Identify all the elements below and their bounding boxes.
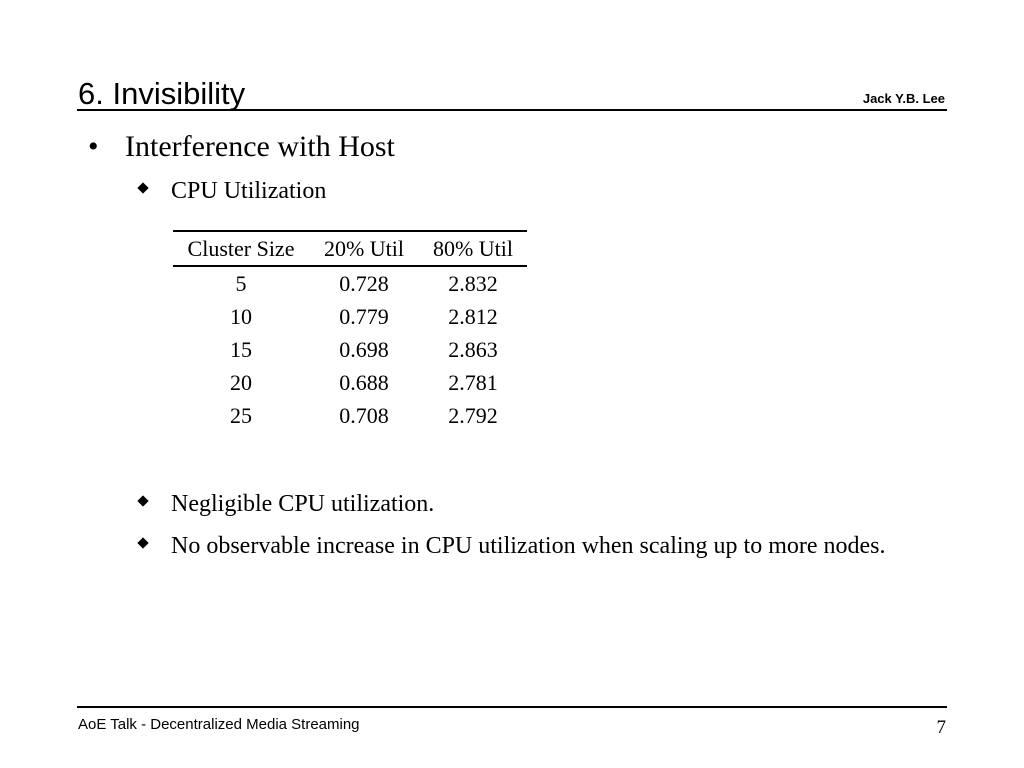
cell-80-util: 2.812	[448, 304, 498, 329]
cell-cluster-size: 20	[230, 370, 252, 395]
cell-80-util: 2.792	[448, 403, 498, 428]
diamond-bullet-icon	[137, 495, 149, 507]
slide-title: 6. Invisibility	[78, 76, 246, 111]
table-header-row: Cluster Size 20% Util 80% Util	[173, 231, 527, 266]
cell-80-util: 2.781	[448, 370, 498, 395]
table-row: 20 0.688 2.781	[173, 366, 527, 399]
column-header-80-util: 80% Util	[432, 236, 514, 261]
title-divider	[77, 109, 947, 111]
table-row: 10 0.779 2.812	[173, 300, 527, 333]
author-name: Jack Y.B. Lee	[862, 91, 945, 106]
footer-divider	[77, 706, 947, 708]
cell-20-util: 0.728	[339, 271, 389, 296]
cell-80-util: 2.863	[448, 337, 498, 362]
cell-80-util: 2.832	[448, 271, 498, 296]
table-row: 5 0.728 2.832	[173, 266, 527, 300]
cell-20-util: 0.779	[339, 304, 389, 329]
cell-cluster-size: 15	[230, 337, 252, 362]
cpu-utilization-table-container: Cluster Size 20% Util 80% Util 5 0.728 2…	[173, 230, 527, 432]
cell-20-util: 0.708	[339, 403, 389, 428]
page-number: 7	[936, 717, 947, 738]
sub-bullet-text: Negligible CPU utilization.	[171, 491, 435, 517]
cell-cluster-size: 10	[230, 304, 252, 329]
cpu-utilization-table: Cluster Size 20% Util 80% Util 5 0.728 2…	[173, 230, 527, 432]
sub-bullet-text: No observable increase in CPU utilizatio…	[171, 533, 886, 559]
cell-20-util: 0.698	[339, 337, 389, 362]
bullet-interference: • Interference with Host	[88, 128, 395, 166]
cell-cluster-size: 25	[230, 403, 252, 428]
footer-title: AoE Talk - Decentralized Media Streaming	[78, 716, 360, 733]
diamond-bullet-icon	[137, 182, 149, 194]
cell-20-util: 0.688	[339, 370, 389, 395]
column-header-20-util: 20% Util	[323, 236, 405, 261]
bullet-text: Interference with Host	[125, 130, 395, 163]
table-row: 15 0.698 2.863	[173, 333, 527, 366]
sub-bullet-text: CPU Utilization	[171, 178, 327, 204]
bullet-dot-icon: •	[88, 130, 99, 163]
column-header-cluster-size: Cluster Size	[187, 236, 295, 261]
cell-cluster-size: 5	[235, 271, 247, 296]
table-row: 25 0.708 2.792	[173, 399, 527, 432]
diamond-bullet-icon	[137, 537, 149, 549]
